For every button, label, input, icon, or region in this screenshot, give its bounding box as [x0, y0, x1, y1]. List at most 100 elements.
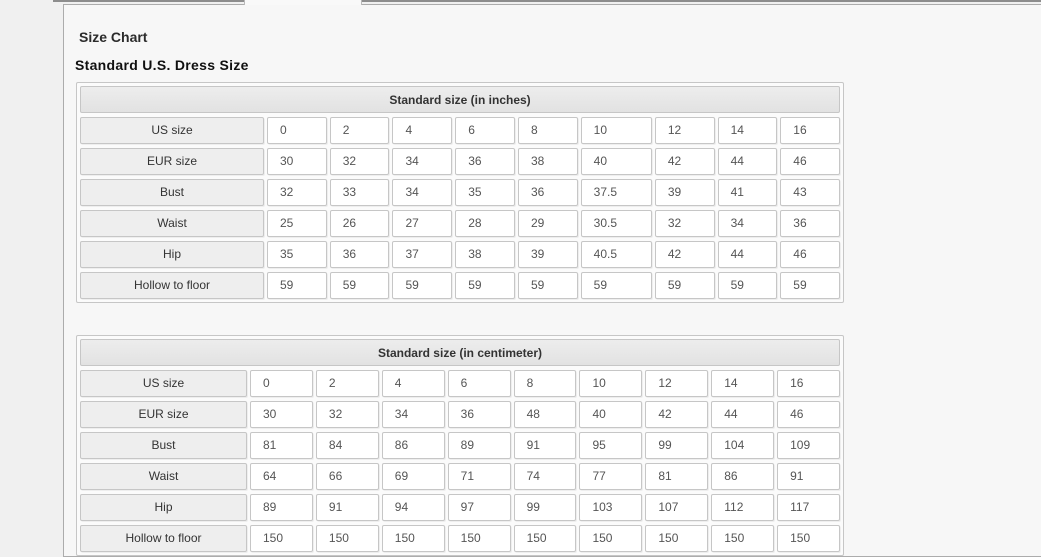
- table-row: Bust 32 33 34 35 36 37.5 39 41 43: [80, 179, 841, 206]
- size-cell: 103: [579, 494, 643, 521]
- size-cell: 59: [717, 272, 778, 299]
- size-cell: 16: [777, 370, 841, 397]
- content-panel: Size Chart Standard U.S. Dress Size Stan…: [63, 4, 1041, 557]
- table-row: Hip 89 91 94 97 99 103 107 112 117: [80, 494, 841, 521]
- size-cell: 99: [513, 494, 577, 521]
- size-cell: 28: [455, 210, 515, 237]
- table-row: Waist 64 66 69 71 74 77 81 86 91: [80, 463, 841, 490]
- size-cell: 43: [780, 179, 841, 206]
- size-cell: 59: [455, 272, 515, 299]
- size-cell: 42: [654, 148, 715, 175]
- size-cell: 150: [513, 525, 577, 552]
- size-cell: 112: [711, 494, 775, 521]
- size-cell: 150: [579, 525, 643, 552]
- size-cell: 16: [780, 117, 841, 144]
- size-table-inches: Standard size (in inches) US size 0 2 4 6 8 10…: [76, 82, 844, 303]
- table-rows: US size 0 2 4 6 8 10 12 14 16 EUR size 30 32 34 36 48 40…: [80, 370, 841, 552]
- size-cell: 64: [250, 463, 313, 490]
- size-cell: 36: [447, 401, 511, 428]
- size-cell: 150: [381, 525, 445, 552]
- size-cell: 41: [717, 179, 778, 206]
- size-cell: 59: [392, 272, 453, 299]
- table-header-band: Standard size (in centimeter): [80, 339, 840, 366]
- row-label: Bust: [80, 432, 247, 459]
- table-row: Waist 25 26 27 28 29 30.5 32 34 36: [80, 210, 841, 237]
- table-row: Hollow to floor 150 150 150 150 150 150 150 150 1…: [80, 525, 841, 552]
- page-title: Size Chart: [79, 29, 148, 45]
- size-table-centimeter: Standard size (in centimeter) US size 0 2 4…: [76, 335, 844, 556]
- size-cell: 44: [717, 241, 778, 268]
- size-cell: 0: [250, 370, 313, 397]
- size-cell: 36: [517, 179, 578, 206]
- size-cell: 86: [381, 432, 445, 459]
- size-cell: 30.5: [580, 210, 652, 237]
- row-label: Waist: [80, 463, 247, 490]
- table-row: Bust 81 84 86 89 91 95 99 104 109: [80, 432, 841, 459]
- size-cell: 77: [579, 463, 643, 490]
- row-label: US size: [80, 370, 247, 397]
- size-cell: 36: [329, 241, 390, 268]
- table-row: US size 0 2 4 6 8 10 12 14 16: [80, 370, 841, 397]
- size-cell: 44: [717, 148, 778, 175]
- row-label: EUR size: [80, 401, 247, 428]
- size-cell: 32: [654, 210, 715, 237]
- size-cell: 40.5: [580, 241, 652, 268]
- row-label: Hollow to floor: [80, 525, 247, 552]
- table-row: Hollow to floor 59 59 59 59 59 59 59 59 59: [80, 272, 841, 299]
- row-label: Hollow to floor: [80, 272, 264, 299]
- size-cell: 69: [381, 463, 445, 490]
- size-cell: 4: [392, 117, 453, 144]
- size-cell: 33: [329, 179, 390, 206]
- size-cell: 12: [654, 117, 715, 144]
- size-cell: 107: [645, 494, 709, 521]
- size-cell: 99: [645, 432, 709, 459]
- size-cell: 12: [645, 370, 709, 397]
- size-cell: 14: [717, 117, 778, 144]
- size-cell: 91: [777, 463, 841, 490]
- row-label: EUR size: [80, 148, 264, 175]
- table-row: EUR size 30 32 34 36 48 40 42 44 46: [80, 401, 841, 428]
- size-cell: 150: [711, 525, 775, 552]
- size-cell: 25: [267, 210, 327, 237]
- section-subtitle: Standard U.S. Dress Size: [75, 57, 249, 73]
- size-cell: 59: [654, 272, 715, 299]
- size-cell: 32: [267, 179, 327, 206]
- size-cell: 8: [517, 117, 578, 144]
- size-cell: 39: [654, 179, 715, 206]
- size-cell: 71: [447, 463, 511, 490]
- size-cell: 89: [250, 494, 313, 521]
- table-row: US size 0 2 4 6 8 10 12 14 16: [80, 117, 841, 144]
- row-label: Hip: [80, 494, 247, 521]
- size-cell: 150: [315, 525, 379, 552]
- size-cell: 40: [580, 148, 652, 175]
- table-rows: US size 0 2 4 6 8 10 12 14 16 EUR size 30 32 34 36 38 40…: [80, 117, 841, 299]
- size-cell: 66: [315, 463, 379, 490]
- size-cell: 95: [579, 432, 643, 459]
- size-cell: 150: [777, 525, 841, 552]
- size-cell: 6: [455, 117, 515, 144]
- size-cell: 37: [392, 241, 453, 268]
- size-cell: 59: [780, 272, 841, 299]
- size-cell: 59: [267, 272, 327, 299]
- size-cell: 10: [579, 370, 643, 397]
- size-cell: 91: [315, 494, 379, 521]
- size-cell: 2: [329, 117, 390, 144]
- size-cell: 46: [780, 241, 841, 268]
- size-cell: 74: [513, 463, 577, 490]
- size-cell: 8: [513, 370, 577, 397]
- size-cell: 26: [329, 210, 390, 237]
- size-cell: 14: [711, 370, 775, 397]
- size-cell: 38: [517, 148, 578, 175]
- row-label: Bust: [80, 179, 264, 206]
- size-cell: 34: [717, 210, 778, 237]
- size-cell: 6: [447, 370, 511, 397]
- size-cell: 34: [381, 401, 445, 428]
- size-cell: 36: [780, 210, 841, 237]
- row-label: US size: [80, 117, 264, 144]
- size-cell: 27: [392, 210, 453, 237]
- size-cell: 37.5: [580, 179, 652, 206]
- size-cell: 84: [315, 432, 379, 459]
- size-cell: 150: [447, 525, 511, 552]
- size-cell: 109: [777, 432, 841, 459]
- active-tab[interactable]: [244, 0, 362, 5]
